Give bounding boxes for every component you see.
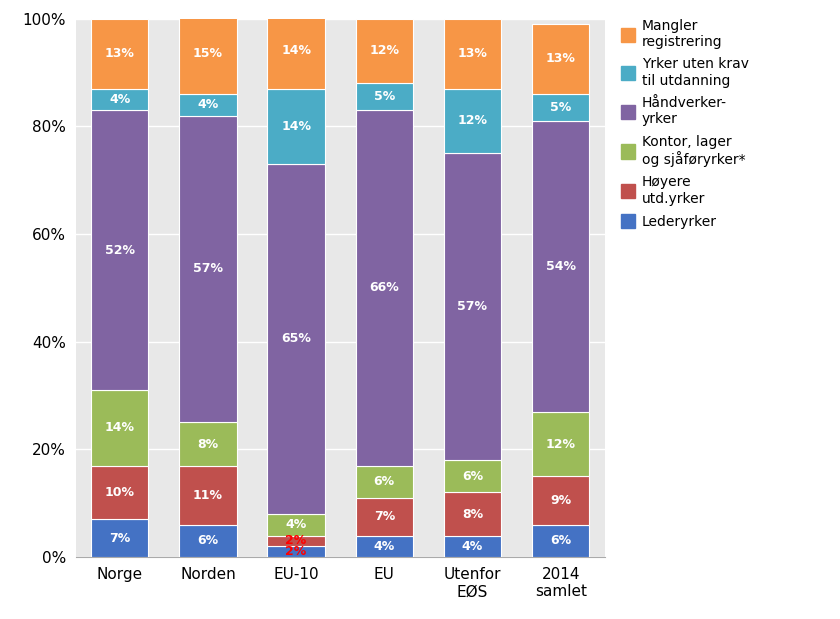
Bar [91,89,149,110]
Text: 2%: 2% [286,534,307,547]
Text: 57%: 57% [458,300,487,313]
Bar [444,460,501,493]
Bar [355,535,413,557]
Bar [179,13,237,94]
Bar [355,465,413,498]
Bar [355,110,413,465]
Text: 11%: 11% [193,488,223,501]
Bar [532,477,590,525]
Bar [532,412,590,477]
Bar [532,525,590,557]
Bar [179,525,237,557]
Text: 6%: 6% [197,534,218,547]
Text: 4%: 4% [197,98,218,111]
Bar [532,121,590,412]
Bar [267,547,325,557]
Text: 6%: 6% [374,475,395,488]
Bar [267,514,325,535]
Bar [91,390,149,465]
Text: 13%: 13% [546,53,575,66]
Text: 9%: 9% [550,494,571,507]
Bar [91,519,149,557]
Bar [179,94,237,116]
Bar [179,465,237,525]
Bar [444,153,501,460]
Text: 7%: 7% [109,532,130,545]
Text: 6%: 6% [462,470,483,483]
Text: 12%: 12% [546,438,575,451]
Bar [267,535,325,547]
Bar [179,422,237,465]
Bar [355,19,413,83]
Text: 4%: 4% [462,540,483,553]
Text: 14%: 14% [281,119,311,133]
Text: 8%: 8% [197,438,218,451]
Text: 52%: 52% [105,244,134,257]
Bar [444,493,501,535]
Bar [444,89,501,154]
Text: 10%: 10% [105,486,134,499]
Text: 12%: 12% [370,45,399,58]
Text: 6%: 6% [550,534,571,547]
Text: 66%: 66% [370,281,399,295]
Bar [91,465,149,519]
Text: 4%: 4% [109,93,130,106]
Bar [267,164,325,514]
Text: 14%: 14% [281,45,311,58]
Text: 8%: 8% [462,508,483,521]
Bar [267,89,325,164]
Text: 13%: 13% [105,47,134,60]
Text: 4%: 4% [286,518,307,531]
Text: 54%: 54% [546,260,575,273]
Text: 4%: 4% [374,540,395,553]
Bar [179,116,237,423]
Bar [91,19,149,89]
Bar [267,13,325,89]
Text: 2%: 2% [286,545,307,558]
Bar [532,94,590,121]
Bar [444,535,501,557]
Text: 65%: 65% [281,332,311,345]
Text: 57%: 57% [193,262,223,275]
Text: 14%: 14% [105,422,134,435]
Text: 5%: 5% [374,90,395,103]
Text: 7%: 7% [374,510,395,523]
Text: 5%: 5% [550,101,571,114]
Bar [444,19,501,89]
Bar [91,110,149,390]
Legend: Mangler
registrering, Yrker uten krav
til utdanning, Håndverker-
yrker, Kontor, : Mangler registrering, Yrker uten krav ti… [617,15,753,233]
Bar [532,24,590,94]
Text: 15%: 15% [193,47,223,60]
Bar [355,83,413,110]
Bar [355,498,413,535]
Text: 13%: 13% [458,47,487,60]
Text: 12%: 12% [458,115,487,128]
